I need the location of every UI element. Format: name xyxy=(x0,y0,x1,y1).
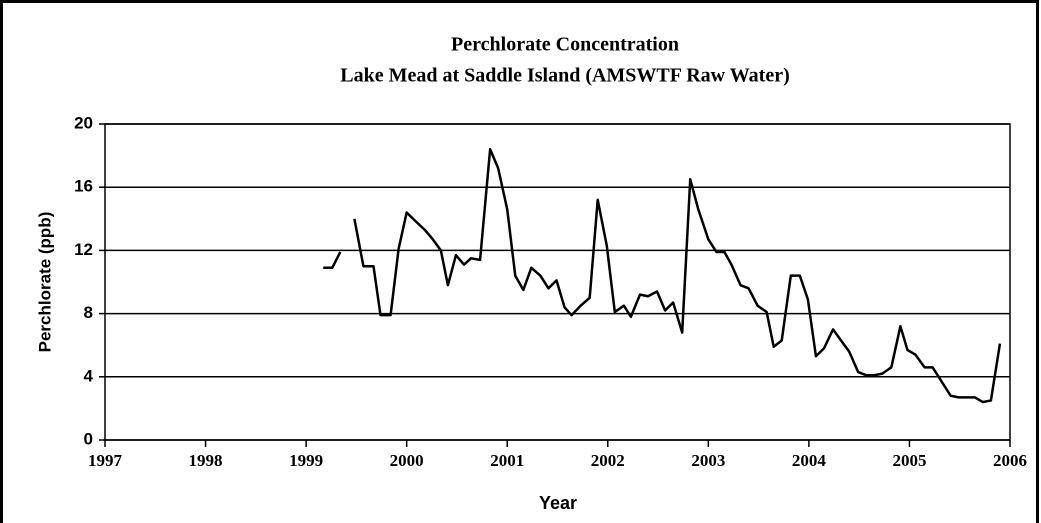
x-axis-title: Year xyxy=(539,493,577,513)
x-tick-label: 1997 xyxy=(88,451,123,470)
y-tick-label: 16 xyxy=(74,177,93,196)
x-tick-label: 2004 xyxy=(792,451,827,470)
x-tick-label: 1999 xyxy=(289,451,323,470)
x-tick-label: 2005 xyxy=(892,451,926,470)
line xyxy=(353,148,1002,404)
y-axis-title: Perchlorate (ppb) xyxy=(35,212,54,353)
x-tick-label: 2006 xyxy=(993,451,1027,470)
chart-title: Perchlorate Concentration xyxy=(451,34,679,56)
x-tick-label: 2002 xyxy=(591,451,625,470)
y-tick-label: 20 xyxy=(74,113,93,132)
x-tick-label: 1998 xyxy=(189,451,223,470)
plot-border xyxy=(104,123,1011,441)
y-tick-label: 4 xyxy=(84,366,94,385)
y-tick-label: 0 xyxy=(84,429,93,448)
chart-subtitle: Lake Mead at Saddle Island (AMSWTF Raw W… xyxy=(340,65,789,87)
line xyxy=(323,251,342,270)
y-tick-label: 8 xyxy=(84,303,93,322)
x-tick-label: 2003 xyxy=(691,451,725,470)
x-tick-label: 2000 xyxy=(390,451,424,470)
x-tick-label: 2001 xyxy=(490,451,524,470)
y-tick-label: 12 xyxy=(74,240,93,259)
